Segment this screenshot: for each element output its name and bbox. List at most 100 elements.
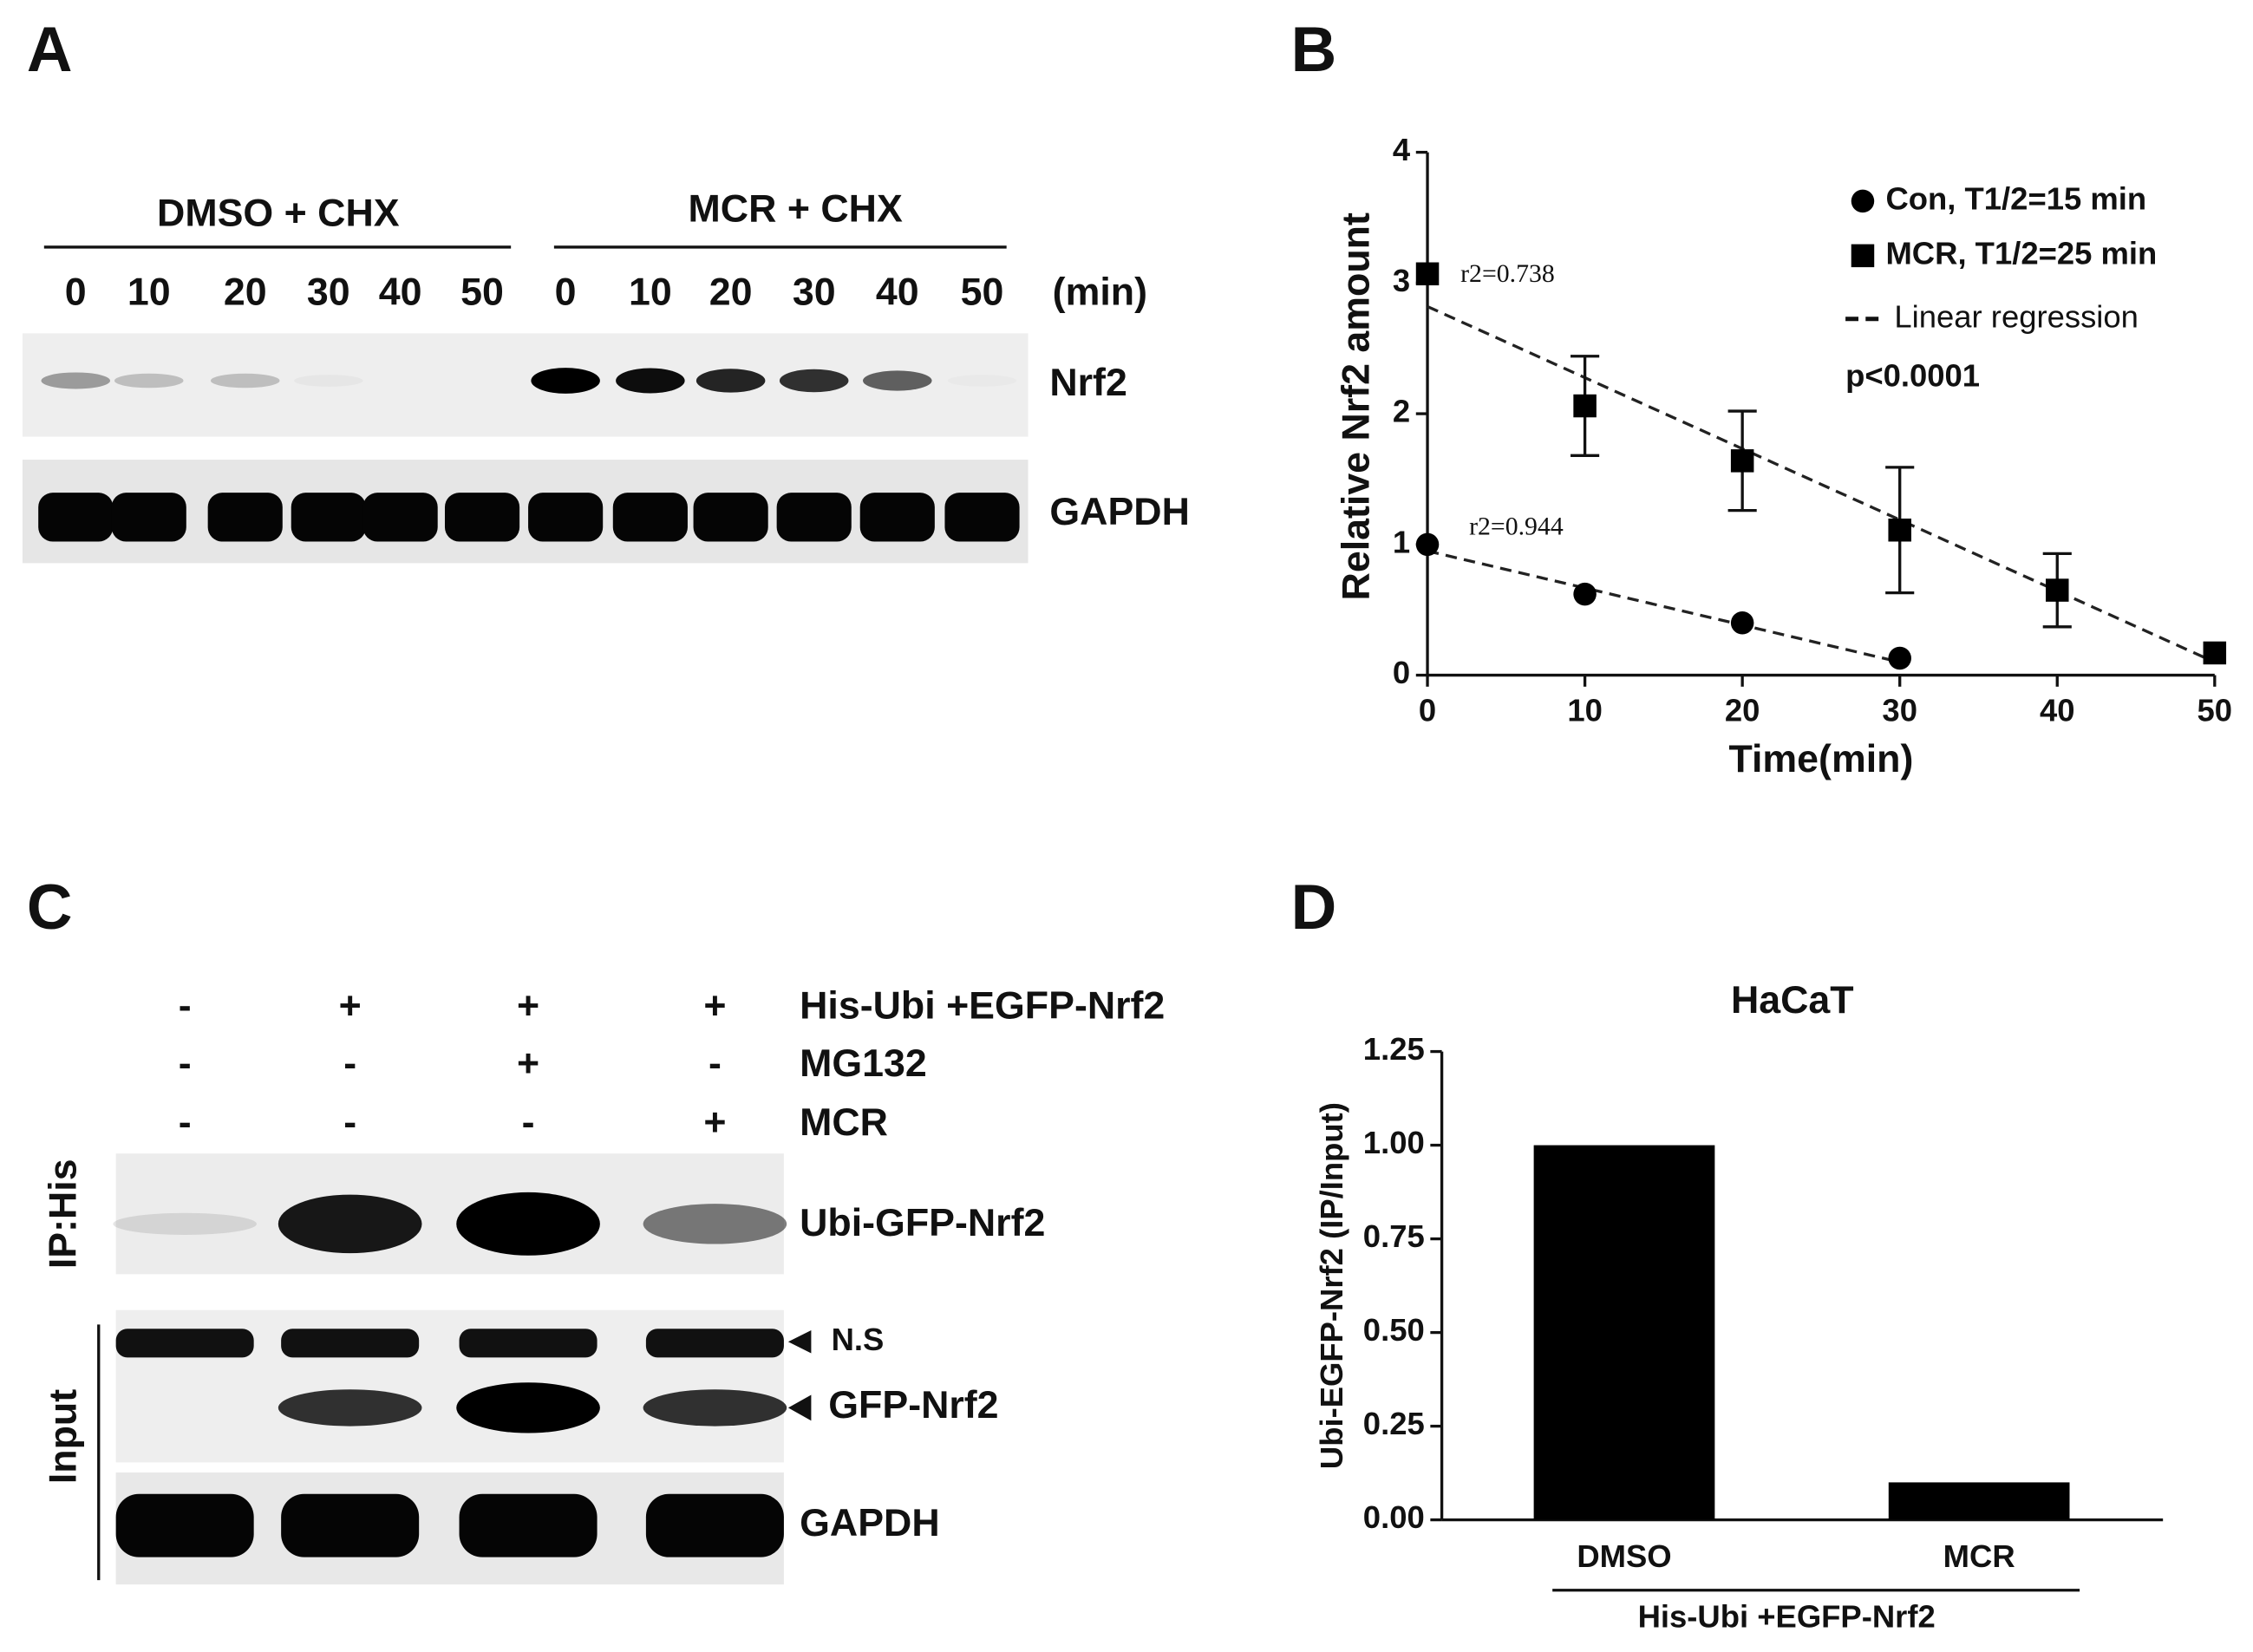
band: [944, 493, 1020, 542]
bar: [1888, 1482, 2070, 1520]
data-point: [1415, 532, 1440, 557]
band: [616, 368, 685, 394]
time-label: 40: [379, 271, 422, 313]
data-point: [1415, 262, 1440, 286]
band: [643, 1204, 787, 1244]
arrow: [787, 1329, 812, 1354]
sign: -: [522, 1101, 535, 1144]
band: [444, 493, 520, 542]
y-tick-label: 4: [1393, 132, 1411, 167]
band: [459, 1493, 598, 1557]
group-label: MCR + CHX: [689, 187, 903, 230]
x-tick-label: 30: [1882, 692, 1917, 728]
time-label: 50: [460, 271, 504, 313]
band: [278, 1389, 422, 1427]
time-label: 20: [224, 271, 267, 313]
data-point: [1730, 611, 1754, 635]
band-label: N.S: [832, 1322, 885, 1357]
x-axis-label: Time(min): [1728, 738, 1913, 780]
time-label: 30: [307, 271, 350, 313]
unit-label: (min): [1053, 271, 1147, 313]
band-label: GAPDH: [800, 1502, 939, 1544]
data-point: [2203, 641, 2227, 665]
panel-label: A: [27, 15, 73, 85]
sign: +: [703, 1101, 726, 1144]
sign: +: [517, 1042, 539, 1085]
data-point: [1573, 582, 1597, 606]
legend-label: Linear regression: [1894, 298, 2139, 334]
band-label: Ubi-GFP-Nrf2: [800, 1202, 1045, 1244]
band: [531, 368, 600, 394]
band: [113, 1212, 257, 1235]
bar: [1533, 1145, 1715, 1520]
panel-label: B: [1291, 15, 1337, 85]
data-point: [2046, 578, 2069, 602]
group-label: DMSO + CHX: [157, 192, 400, 234]
legend-label: Con, T1/2=15 min: [1885, 181, 2146, 217]
sign: +: [517, 985, 539, 1028]
row-label: MG132: [800, 1042, 927, 1085]
band: [948, 375, 1017, 387]
data-point: [1888, 646, 1911, 670]
band-label: GAPDH: [1049, 491, 1189, 533]
sign: +: [339, 985, 362, 1028]
band: [38, 493, 114, 542]
annotation: r2=0.738: [1460, 259, 1555, 288]
x-tick-label: MCR: [1943, 1538, 2015, 1574]
y-axis-label: Ubi-EGFP-Nrf2 (IP/Input): [1314, 1102, 1349, 1469]
band: [114, 373, 184, 389]
group-label: His-Ubi +EGFP-Nrf2: [1638, 1599, 1936, 1635]
x-tick-label: 20: [1725, 692, 1760, 728]
row-label: MCR: [800, 1101, 888, 1144]
time-label: 10: [127, 271, 171, 313]
x-tick-label: DMSO: [1577, 1538, 1671, 1574]
time-label: 0: [65, 271, 87, 313]
side-label: Input: [42, 1389, 84, 1484]
annotation: r2=0.944: [1469, 512, 1564, 540]
x-tick-label: 50: [2197, 692, 2233, 728]
band: [210, 373, 280, 389]
y-tick-label: 1.00: [1363, 1125, 1425, 1160]
band: [863, 370, 932, 391]
band: [41, 372, 111, 389]
p-value: p<0.0001: [1845, 357, 1980, 393]
band: [643, 1389, 787, 1427]
blot: [22, 333, 1029, 437]
band: [115, 1329, 254, 1358]
sign: -: [179, 1042, 192, 1085]
sign: -: [709, 1042, 722, 1085]
band: [281, 1329, 420, 1358]
regression-line: [1427, 549, 1901, 664]
y-tick-label: 1: [1393, 524, 1410, 559]
band: [859, 493, 935, 542]
legend-marker: [1851, 189, 1875, 213]
y-tick-label: 0.75: [1363, 1218, 1425, 1254]
panel-label: D: [1291, 872, 1337, 943]
band: [645, 1493, 784, 1557]
sign: -: [179, 1101, 192, 1144]
side-label: IP:His: [42, 1159, 84, 1269]
sign: +: [703, 985, 726, 1028]
panel-label: C: [27, 872, 73, 943]
y-tick-label: 0.25: [1363, 1406, 1425, 1441]
band: [459, 1329, 598, 1358]
time-label: 10: [629, 271, 672, 313]
arrow: [787, 1394, 812, 1421]
time-label: 30: [793, 271, 836, 313]
time-label: 50: [961, 271, 1004, 313]
y-tick-label: 0.00: [1363, 1499, 1425, 1535]
x-tick-label: 10: [1567, 692, 1603, 728]
data-point: [1888, 518, 1911, 542]
row-label: His-Ubi +EGFP-Nrf2: [800, 985, 1165, 1028]
band: [115, 1493, 254, 1557]
band: [456, 1382, 600, 1433]
band: [779, 369, 849, 393]
band-label: Nrf2: [1049, 362, 1126, 404]
data-point: [1730, 449, 1754, 473]
x-tick-label: 0: [1419, 692, 1436, 728]
band: [776, 493, 852, 542]
band: [695, 369, 766, 393]
time-label: 40: [876, 271, 919, 313]
chart-title: HaCaT: [1731, 979, 1854, 1022]
